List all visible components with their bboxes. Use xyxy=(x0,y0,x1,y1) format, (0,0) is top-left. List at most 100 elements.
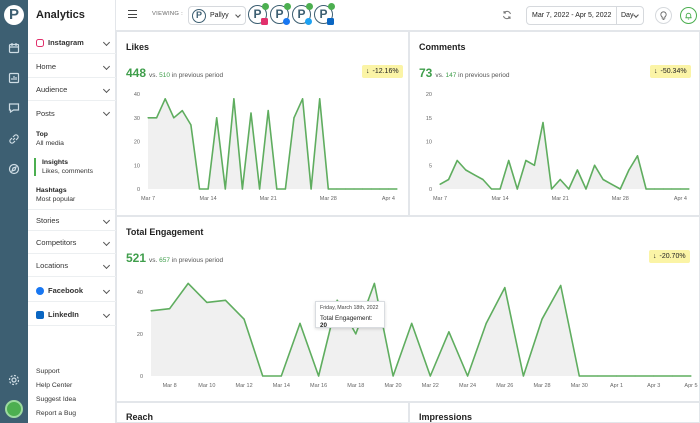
data-point xyxy=(542,121,544,124)
instagram-icon xyxy=(36,38,44,47)
data-point xyxy=(619,188,621,190)
sidebar-item-competitors[interactable]: Competitors xyxy=(28,232,116,254)
date-range-picker[interactable]: Mar 7, 2022 - Apr 5, 2022 Day xyxy=(526,6,644,25)
notifications-icon[interactable] xyxy=(680,7,697,24)
sidebar-item-home[interactable]: Home xyxy=(28,56,116,78)
data-point xyxy=(181,110,183,112)
instagram-icon xyxy=(261,18,268,25)
x-tick-label: Apr 5 xyxy=(684,383,697,389)
data-point xyxy=(280,375,282,377)
data-point xyxy=(679,188,682,190)
links-icon[interactable] xyxy=(8,133,20,145)
x-tick-label: Mar 28 xyxy=(612,196,629,202)
footer-report-bug[interactable]: Report a Bug xyxy=(36,410,77,417)
check-icon xyxy=(262,3,269,10)
posts-sub-insights[interactable]: Insights Likes, comments xyxy=(34,158,112,176)
data-point xyxy=(597,375,599,377)
y-tick-label: 20 xyxy=(134,140,140,146)
data-point xyxy=(379,188,381,190)
y-tick-label: 0 xyxy=(137,187,140,193)
facebook-icon xyxy=(283,18,290,25)
chevron-down-icon xyxy=(102,286,111,295)
data-point xyxy=(392,375,394,377)
check-icon xyxy=(306,3,313,10)
data-point xyxy=(224,299,227,301)
network-label: Instagram xyxy=(48,38,84,47)
account-instagram[interactable]: P xyxy=(248,3,269,25)
menu-icon[interactable] xyxy=(128,10,137,19)
calendar-icon[interactable] xyxy=(8,42,20,54)
lightbulb-icon[interactable] xyxy=(655,7,672,24)
account-linkedin[interactable]: P xyxy=(314,3,335,25)
data-point xyxy=(559,178,561,181)
engagement-chart: 0 20 40 Mar 8 Mar 10 Mar 12 Mar 14 Mar 16 Mar 18… xyxy=(137,282,698,389)
refresh-icon[interactable] xyxy=(502,10,512,20)
data-point xyxy=(634,375,636,377)
data-point xyxy=(169,308,171,310)
date-range: Mar 7, 2022 - Apr 5, 2022 xyxy=(532,12,612,19)
network-facebook[interactable]: Facebook xyxy=(28,280,116,302)
x-tick-label: Mar 30 xyxy=(571,383,588,389)
x-tick-label: Mar 20 xyxy=(385,383,402,389)
x-tick-label: Mar 22 xyxy=(422,383,439,389)
series-area xyxy=(151,283,691,376)
data-point xyxy=(499,188,501,190)
account-facebook[interactable]: P xyxy=(270,3,291,25)
data-point xyxy=(147,117,149,119)
posts-sub-hashtags[interactable]: Hashtags Most popular xyxy=(36,187,76,203)
likes-value: 448 xyxy=(126,66,147,80)
network-instagram[interactable]: Instagram xyxy=(28,32,116,54)
sidebar-item-locations[interactable]: Locations xyxy=(28,255,116,277)
profile-picker[interactable]: P Pallyy xyxy=(188,6,246,25)
data-point xyxy=(615,375,618,377)
network-linkedin[interactable]: LinkedIn xyxy=(28,304,116,326)
y-tick-label: 10 xyxy=(134,163,140,169)
data-point xyxy=(448,331,450,333)
x-tick-label: Apr 4 xyxy=(674,196,687,202)
impressions-panel: Impressions xyxy=(409,402,700,423)
sidebar-item-stories[interactable]: Stories xyxy=(28,209,116,231)
data-point xyxy=(645,188,647,190)
tooltip-date: Friday, March 18th, 2022 xyxy=(320,305,379,311)
comments-stat: 73 vs. 147 in previous period xyxy=(419,66,510,80)
arrow-down-icon: ↓ xyxy=(654,68,658,75)
data-point xyxy=(187,282,189,285)
linkedin-icon xyxy=(327,18,334,25)
x-tick-label: Mar 21 xyxy=(260,196,277,202)
comments-value: 73 xyxy=(419,66,433,80)
data-point xyxy=(429,375,431,377)
data-point xyxy=(628,169,630,171)
user-avatar[interactable] xyxy=(5,400,23,418)
data-point xyxy=(593,164,596,166)
x-tick-label: Mar 21 xyxy=(552,196,569,202)
x-tick-label: Apr 3 xyxy=(647,383,660,389)
data-point xyxy=(267,110,269,112)
account-twitter[interactable]: P xyxy=(292,3,313,25)
settings-icon[interactable] xyxy=(8,374,20,386)
footer-help-center[interactable]: Help Center xyxy=(36,382,73,389)
messages-icon[interactable] xyxy=(8,102,20,114)
data-point xyxy=(190,124,192,126)
compass-icon[interactable] xyxy=(8,163,20,175)
y-tick-label: 0 xyxy=(429,187,432,193)
sidebar-item-posts[interactable]: Posts xyxy=(28,102,116,124)
data-point xyxy=(373,282,376,285)
data-point xyxy=(206,301,208,303)
engagement-change-badge: ↓ -20.70% xyxy=(649,250,690,263)
series-line xyxy=(150,282,691,377)
x-tick-label: Mar 10 xyxy=(198,383,215,389)
comments-panel: Comments 73 vs. 147 in previous period ↓ -… xyxy=(409,31,700,216)
granularity-select[interactable]: Day xyxy=(621,12,634,19)
sidebar-item-audience[interactable]: Audience xyxy=(28,79,116,101)
data-point xyxy=(259,188,261,190)
arrow-down-icon: ↓ xyxy=(653,253,657,260)
panel-title: Reach xyxy=(126,412,154,422)
posts-sub-top[interactable]: Top All media xyxy=(36,131,64,147)
data-point xyxy=(396,188,398,190)
y-tick-label: 10 xyxy=(426,140,432,146)
app-logo[interactable]: P xyxy=(4,5,24,25)
footer-suggest-idea[interactable]: Suggest Idea xyxy=(36,396,77,403)
reports-icon[interactable] xyxy=(8,72,20,84)
footer-support[interactable]: Support xyxy=(36,368,60,375)
profile-avatar: P xyxy=(192,8,206,23)
